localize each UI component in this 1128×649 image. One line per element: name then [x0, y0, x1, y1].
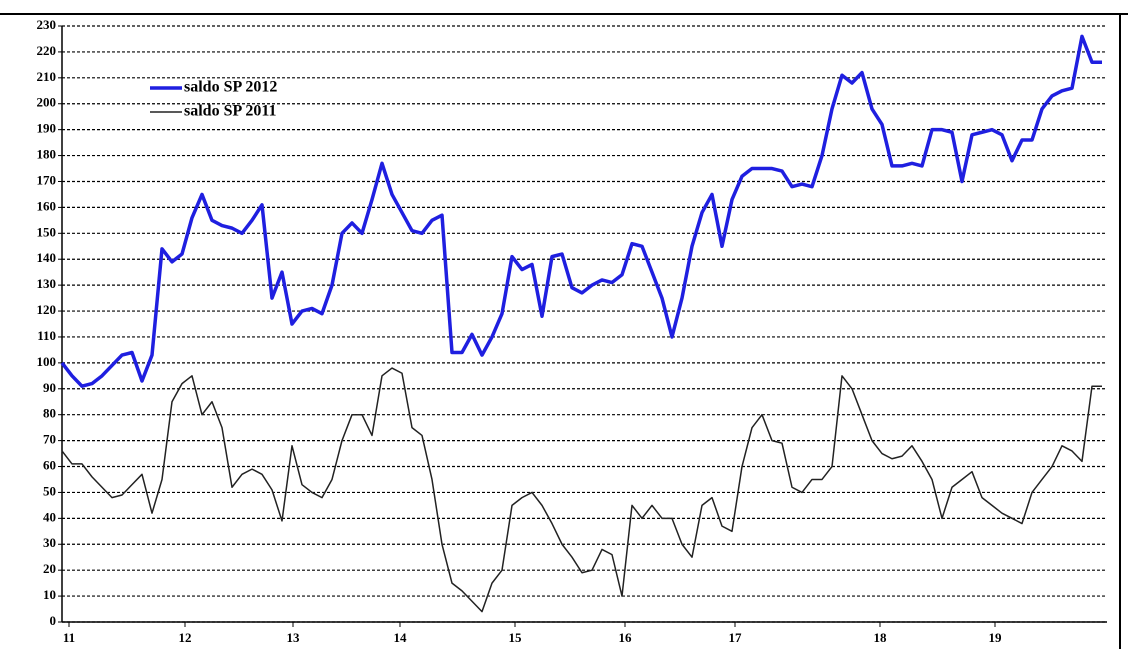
x-tick-label: 18: [874, 630, 888, 645]
line-series: [60, 34, 1102, 388]
x-tick-label: 17: [729, 630, 743, 645]
y-tick-label: 230: [37, 17, 57, 32]
x-tick-label: 16: [619, 630, 633, 645]
y-tick-label: 40: [43, 509, 56, 524]
y-tick-label: 50: [43, 483, 56, 498]
x-tick-label: 14: [394, 630, 408, 645]
y-tick-label: 150: [37, 224, 57, 239]
x-tick-label: 15: [509, 630, 523, 645]
y-tick-label: 20: [43, 561, 56, 576]
legend-label: saldo SP 2012: [184, 79, 277, 96]
y-tick-label: 120: [37, 302, 57, 317]
x-tick-label: 19: [989, 630, 1003, 645]
legend-label: saldo SP 2011: [184, 103, 276, 120]
y-tick-label: 70: [43, 432, 56, 447]
y-tick-label: 180: [37, 147, 57, 162]
y-tick-label: 80: [43, 406, 56, 421]
y-tick-label: 190: [37, 121, 57, 136]
y-tick-label: 220: [37, 43, 57, 58]
y-tick-label: 170: [37, 172, 57, 187]
y-tick-label: 200: [37, 95, 57, 110]
x-tick-label: 13: [287, 630, 301, 645]
x-tick-label: 12: [179, 630, 192, 645]
x-tick-label: 11: [63, 630, 75, 645]
y-tick-label: 110: [37, 328, 56, 343]
y-tick-label: 140: [37, 250, 57, 265]
y-tick-label: 130: [37, 276, 57, 291]
line-series: [61, 367, 1102, 613]
y-tick-label: 10: [43, 587, 56, 602]
y-tick-label: 160: [37, 198, 57, 213]
y-tick-label: 100: [37, 354, 57, 369]
y-tick-label: 0: [50, 613, 57, 628]
y-tick-label: 90: [43, 380, 56, 395]
y-tick-label: 30: [43, 535, 56, 550]
y-tick-label: 210: [37, 69, 57, 84]
y-tick-label: 60: [43, 458, 56, 473]
